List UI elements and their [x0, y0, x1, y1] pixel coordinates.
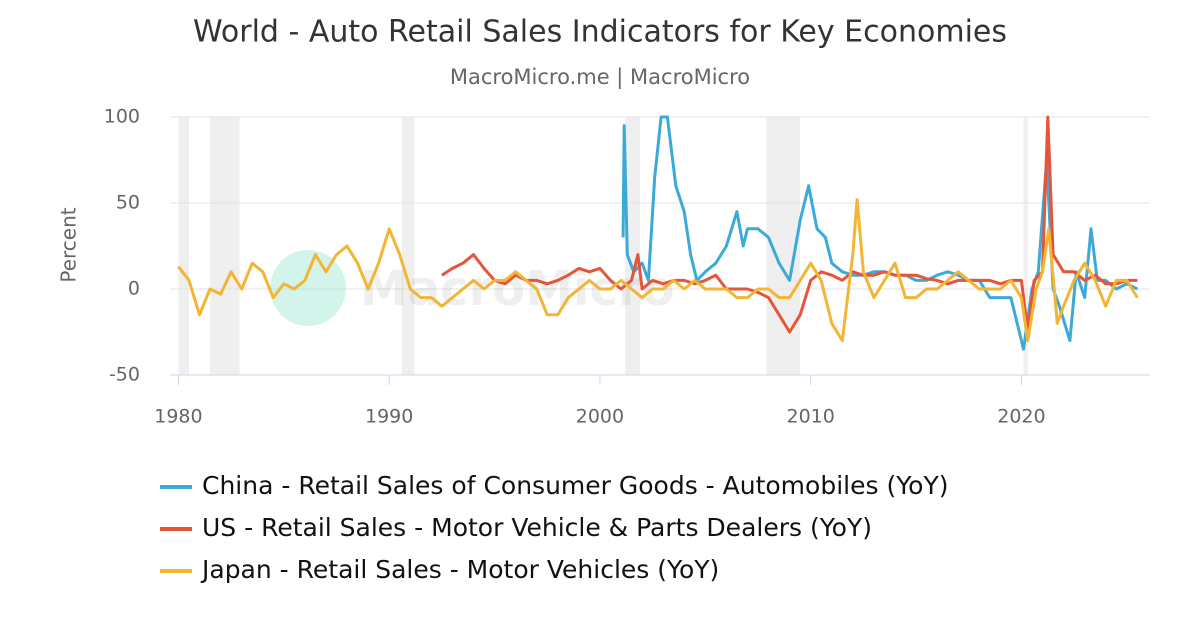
chart-subtitle: MacroMicro.me | MacroMicro [450, 65, 750, 90]
legend-label: Japan - Retail Sales - Motor Vehicles (Y… [200, 555, 719, 584]
x-tick-label: 1990 [365, 406, 413, 428]
recession-band [210, 117, 240, 375]
recession-band [1023, 117, 1028, 375]
series-line [441, 115, 1138, 334]
x-tick-label: 2010 [787, 406, 835, 428]
legend-label: China - Retail Sales of Consumer Goods -… [202, 471, 948, 500]
legend-label: US - Retail Sales - Motor Vehicle & Part… [202, 513, 872, 542]
series-line [177, 198, 1139, 343]
y-tick-label: 100 [104, 106, 140, 128]
x-tick-label: 1980 [154, 406, 202, 428]
y-tick-label: 0 [128, 278, 140, 300]
chart-title: World - Auto Retail Sales Indicators for… [193, 15, 1007, 50]
x-tick-label: 2000 [576, 406, 624, 428]
y-tick-label: 50 [116, 192, 140, 214]
recession-band [625, 117, 640, 375]
watermark: MacroMicro [360, 261, 675, 317]
y-axis-label: Percent [57, 207, 81, 282]
y-tick-label: -50 [109, 364, 140, 386]
x-tick-label: 2020 [997, 406, 1045, 428]
recession-band [178, 117, 189, 375]
recession-band [401, 117, 415, 375]
